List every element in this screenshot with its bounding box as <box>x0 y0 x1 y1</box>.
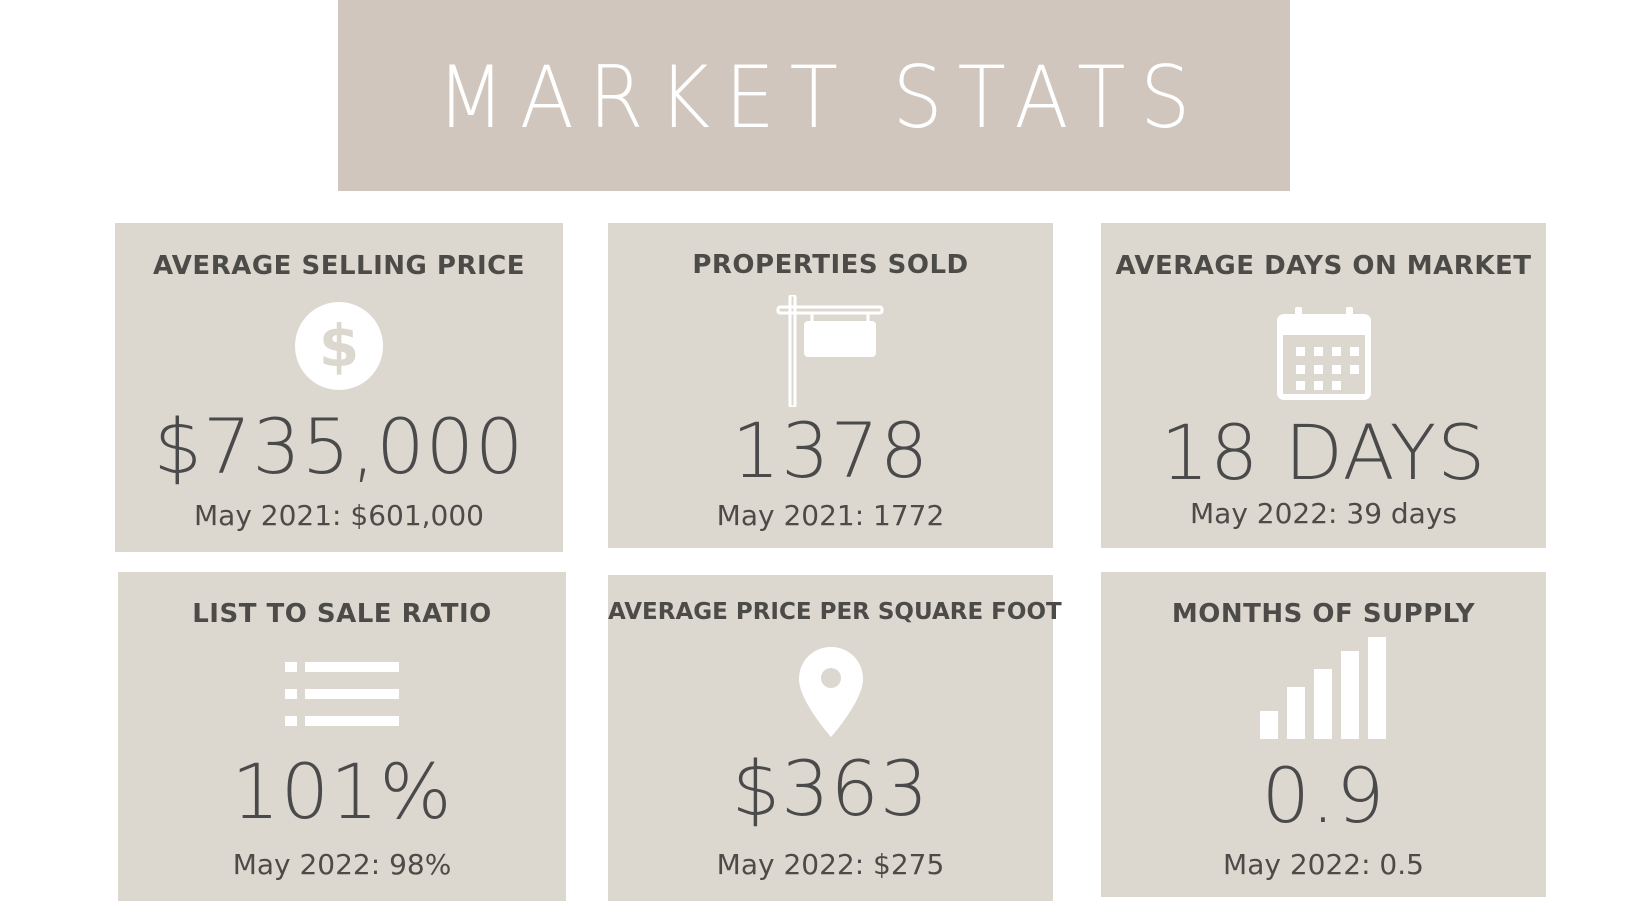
stat-value: 101% <box>231 747 453 836</box>
signal-bars-icon <box>1259 637 1388 739</box>
stat-label: PROPERTIES SOLD <box>692 250 969 280</box>
stat-card-months-of-supply: MONTHS OF SUPPLY 0.9 May 2022: 0.5 <box>1101 572 1546 897</box>
stat-card-average-days-on-market: AVERAGE DAYS ON MARKET 18 DAYS May 2022:… <box>1101 223 1546 548</box>
stat-comparison: May 2021: $601,000 <box>194 499 484 532</box>
stat-comparison: May 2022: 39 days <box>1190 497 1457 530</box>
stat-label: LIST TO SALE RATIO <box>192 599 492 629</box>
location-pin-icon <box>798 647 863 737</box>
stat-comparison: May 2022: 98% <box>232 848 452 881</box>
stat-value: $363 <box>731 744 930 833</box>
stat-label: AVERAGE SELLING PRICE <box>152 251 526 281</box>
stat-card-average-selling-price: AVERAGE SELLING PRICE $ $735,000 May 202… <box>115 223 563 552</box>
stat-comparison: May 2022: 0.5 <box>1223 848 1424 881</box>
for-sale-sign-icon <box>776 293 886 409</box>
stat-value: $735,000 <box>153 402 525 491</box>
stat-comparison: May 2022: $275 <box>716 848 945 881</box>
stat-card-properties-sold: PROPERTIES SOLD 1378 May 2021: 1772 <box>608 223 1053 548</box>
stat-value: 1378 <box>731 406 930 495</box>
dollar-icon: $ <box>295 302 383 390</box>
list-icon <box>285 662 399 726</box>
stat-value: 18 DAYS <box>1160 408 1487 497</box>
title-banner: MARKET STATS <box>338 0 1290 191</box>
stat-card-average-price-per-square-foot: AVERAGE PRICE PER SQUARE FOOT $363 May 2… <box>608 575 1062 901</box>
page-title: MARKET STATS <box>437 47 1206 148</box>
stat-label: MONTHS OF SUPPLY <box>1171 599 1476 629</box>
stat-value: 0.9 <box>1261 751 1386 840</box>
stat-comparison: May 2021: 1772 <box>716 499 945 532</box>
stat-label: AVERAGE PRICE PER SQUARE FOOT <box>608 599 1062 625</box>
calendar-icon <box>1276 305 1371 401</box>
svg-text:$: $ <box>319 312 359 380</box>
stat-card-list-to-sale-ratio: LIST TO SALE RATIO 101% May 2022: 98% <box>118 572 566 901</box>
stat-label: AVERAGE DAYS ON MARKET <box>1115 251 1532 281</box>
